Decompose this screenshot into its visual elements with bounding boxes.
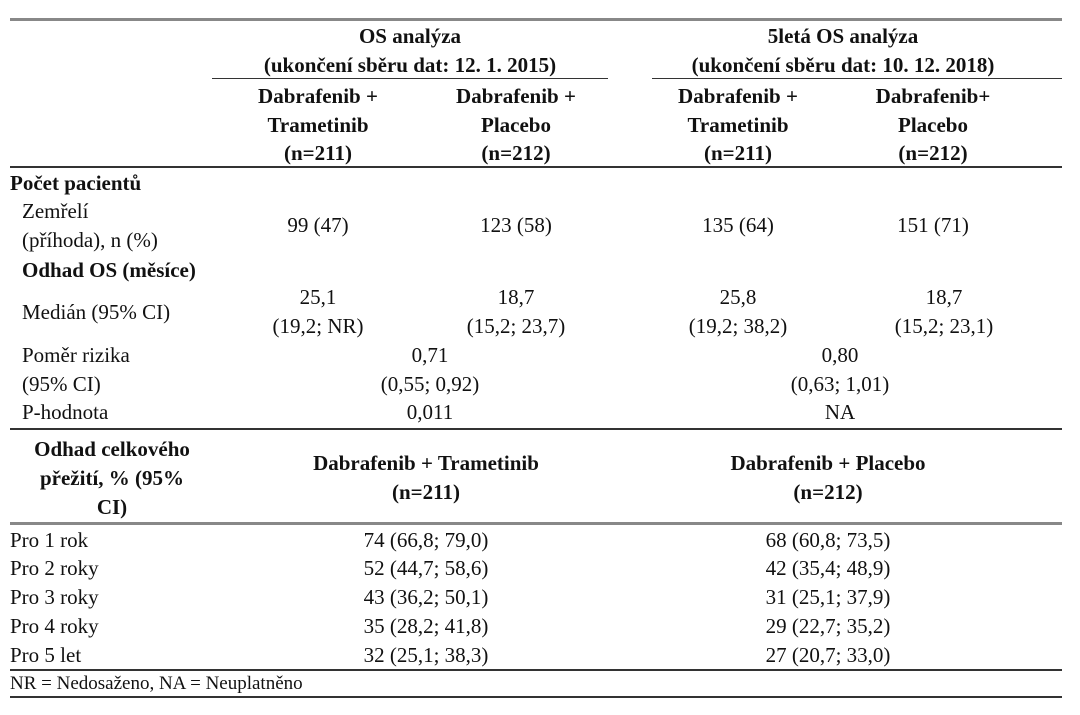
cell: 32 (25,1; 38,3) <box>363 643 489 667</box>
group1-title: OS analýza <box>358 24 462 48</box>
group2-subtitle: (ukončení sběru dat: 10. 12. 2018) <box>691 53 995 77</box>
rule-header-bottom <box>10 166 1062 168</box>
died-label: Zemřelí <box>22 199 89 223</box>
median-ci: (19,2; 38,2) <box>688 314 788 338</box>
died-value: 151 (71) <box>897 213 969 237</box>
rule-top <box>10 18 1062 21</box>
group1-subtitle: (ukončení sběru dat: 12. 1. 2015) <box>263 53 557 77</box>
hazard-ratio-value: 0,71 <box>411 343 449 367</box>
hazard-ratio-value: 0,80 <box>821 343 859 367</box>
column-header-line: (n=211) <box>284 141 352 165</box>
column-header-line: Placebo <box>481 113 551 137</box>
column-header-line: Placebo <box>898 113 968 137</box>
survival-column-header: Dabrafenib + Trametinib <box>313 451 539 475</box>
row-label: Pro 3 roky <box>10 585 99 609</box>
median-value: 18,7 <box>925 285 963 309</box>
column-header-line: (n=212) <box>898 141 968 165</box>
hazard-ratio-label: (95% CI) <box>22 372 101 396</box>
column-header-line: Dabrafenib+ <box>875 84 991 108</box>
rule-group2 <box>652 78 1062 79</box>
row-label: Pro 5 let <box>10 643 82 667</box>
median-value: 18,7 <box>497 285 535 309</box>
died-value: 135 (64) <box>702 213 774 237</box>
cell: 74 (66,8; 79,0) <box>363 528 489 552</box>
rule-mid <box>10 428 1062 430</box>
survival-column-header: (n=212) <box>793 480 863 504</box>
hazard-ratio-ci: (0,63; 1,01) <box>790 372 890 396</box>
cell: 31 (25,1; 37,9) <box>765 585 891 609</box>
median-ci: (15,2; 23,7) <box>466 314 566 338</box>
rule-bottom <box>10 696 1062 698</box>
p-value: NA <box>824 400 856 424</box>
cell: 42 (35,4; 48,9) <box>765 556 891 580</box>
column-header-line: Dabrafenib + <box>678 84 798 108</box>
row-label: Pro 4 roky <box>10 614 99 638</box>
group2-title: 5letá OS analýza <box>767 24 919 48</box>
survival-label: přežití, % (95% <box>39 466 185 490</box>
column-header-line: (n=212) <box>481 141 551 165</box>
died-label: (příhoda), n (%) <box>22 228 158 252</box>
column-header-line: Dabrafenib + <box>456 84 576 108</box>
cell: 27 (20,7; 33,0) <box>765 643 891 667</box>
median-ci: (19,2; NR) <box>272 314 364 338</box>
died-value: 123 (58) <box>480 213 552 237</box>
cell: 68 (60,8; 73,5) <box>765 528 891 552</box>
section-os-estimate: Odhad OS (měsíce) <box>22 258 196 282</box>
section-patients: Počet pacientů <box>10 171 142 195</box>
died-value: 99 (47) <box>287 213 349 237</box>
column-header-line: Trametinib <box>687 113 789 137</box>
row-label: Pro 1 rok <box>10 528 89 552</box>
rule-footnote <box>10 669 1062 671</box>
median-value: 25,1 <box>299 285 337 309</box>
cell: 43 (36,2; 50,1) <box>363 585 489 609</box>
cell: 35 (28,2; 41,8) <box>363 614 489 638</box>
survival-label: Odhad celkového <box>34 437 190 461</box>
hazard-ratio-label: Poměr rizika <box>22 343 130 367</box>
median-value: 25,8 <box>719 285 757 309</box>
row-label: Pro 2 roky <box>10 556 99 580</box>
median-label: Medián (95% CI) <box>22 300 171 324</box>
median-ci: (15,2; 23,1) <box>894 314 994 338</box>
column-header-line: Trametinib <box>267 113 369 137</box>
column-header-line: Dabrafenib + <box>258 84 378 108</box>
rule-survival-header <box>10 522 1062 525</box>
p-value: 0,011 <box>406 400 454 424</box>
footnote: NR = Nedosaženo, NA = Neuplatněno <box>10 673 303 694</box>
p-value-label: P-hodnota <box>22 400 109 424</box>
hazard-ratio-ci: (0,55; 0,92) <box>380 372 480 396</box>
cell: 52 (44,7; 58,6) <box>363 556 489 580</box>
rule-group1 <box>212 78 608 79</box>
column-header-line: (n=211) <box>704 141 772 165</box>
survival-column-header: Dabrafenib + Placebo <box>730 451 926 475</box>
survival-column-header: (n=211) <box>392 480 460 504</box>
survival-label: CI) <box>96 495 128 519</box>
cell: 29 (22,7; 35,2) <box>765 614 891 638</box>
